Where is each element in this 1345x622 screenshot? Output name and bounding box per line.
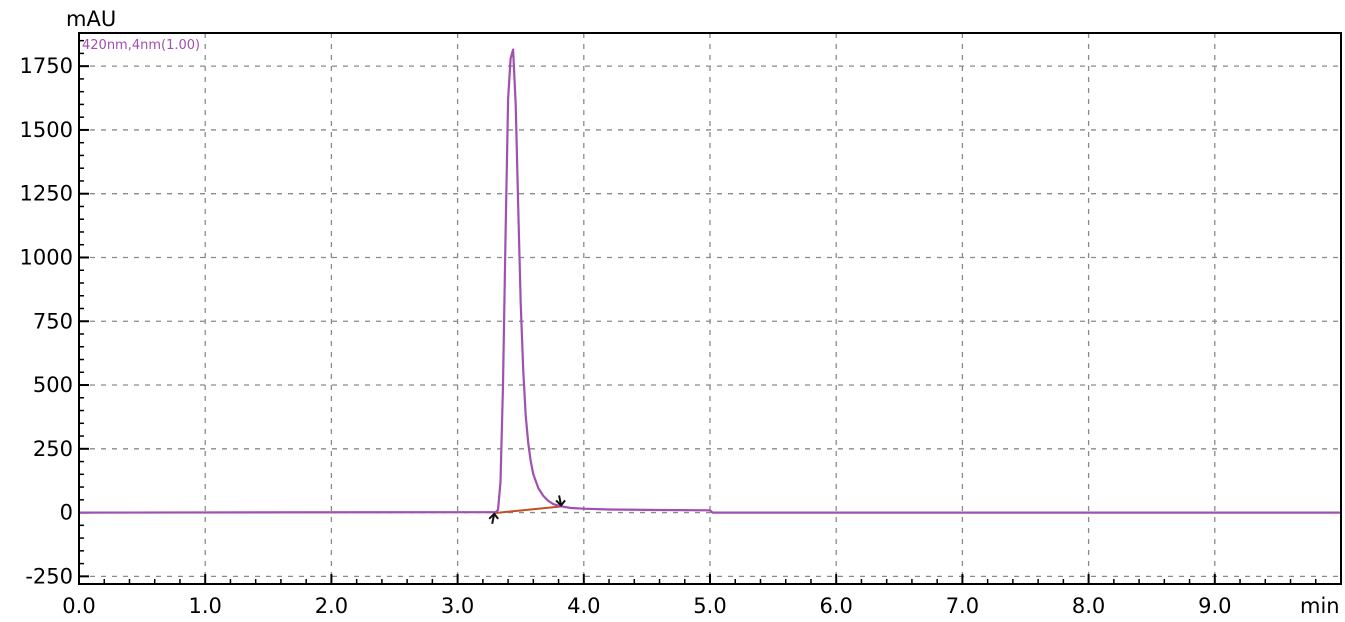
x-tick-label: 7.0 [946,594,979,618]
peak-start-marker [488,512,499,525]
y-tick-label: -250 [25,564,73,588]
x-tick-label: 5.0 [693,594,726,618]
y-tick-label: 1000 [20,245,73,269]
x-tick-label: 2.0 [315,594,348,618]
x-axis-label: min [1300,594,1340,618]
y-tick-labels: -250 0 250 500 750 1000 1250 1500 1750 [20,54,73,588]
series-layer [78,48,1341,514]
x-tick-label: 0.0 [62,594,95,618]
y-tick-label: 1750 [20,54,73,78]
x-tick-label: 4.0 [567,594,600,618]
grid-lines [79,33,1341,584]
y-tick-label: 750 [33,309,73,333]
y-tick-label: 0 [60,501,73,525]
integration-baseline [494,505,562,515]
minor-ticks [78,39,1317,584]
x-tick-label: 8.0 [1072,594,1105,618]
peak-end-marker [555,495,566,507]
plot-frame [78,32,1342,585]
series-line [78,48,1341,514]
y-tick-label: 1250 [20,182,73,206]
series-label: 420nm,4nm(1.00) [82,38,200,53]
baseline-segment [494,505,562,515]
y-tick-label: 1500 [20,118,73,142]
x-tick-label: 6.0 [819,594,852,618]
x-tick-label: 3.0 [441,594,474,618]
y-tick-label: 250 [33,437,73,461]
y-tick-label: 500 [33,373,73,397]
x-tick-labels: 0.0 1.0 2.0 3.0 4.0 5.0 6.0 7.0 8.0 9.0 [62,594,1231,618]
x-tick-label: 1.0 [188,594,221,618]
integration-marks [488,495,566,525]
y-axis-label: mAU [66,7,116,31]
x-tick-label: 9.0 [1198,594,1231,618]
